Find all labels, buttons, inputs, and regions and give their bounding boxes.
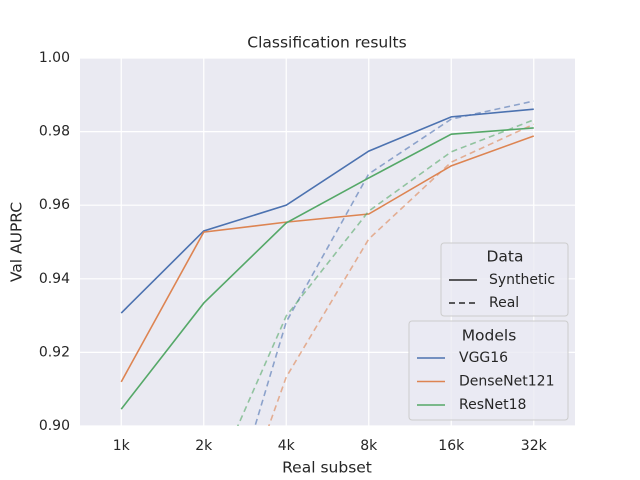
- x-tick-label: 32k: [521, 438, 548, 454]
- y-tick-label: 0.94: [39, 271, 70, 287]
- labels: 0.90 0.92 0.94 0.96 0.98 1.00 1k 2k 4k 8k 16k 32k: [39, 50, 548, 454]
- y-tick-label: 0.96: [39, 197, 70, 213]
- y-tick-label: 0.90: [39, 418, 70, 434]
- models-legend-box: [408, 320, 569, 421]
- data-legend-box: [440, 242, 569, 317]
- legend-label: Real: [489, 295, 519, 311]
- x-tick-label: 4k: [278, 438, 296, 454]
- series-line: [254, 100, 534, 426]
- legend: Data Models Synthetic Real VGG16 DenseNet12…: [408, 242, 569, 421]
- x-tick-label: 1k: [113, 438, 131, 454]
- series-line: [120, 127, 534, 410]
- legend-label: Synthetic: [489, 272, 555, 288]
- legend-label: ResNet18: [459, 397, 526, 413]
- data-legend-title: Data: [486, 248, 523, 266]
- x-tick-label: 2k: [195, 438, 213, 454]
- y-tick-label: 1.00: [39, 50, 70, 66]
- y-tick-label: 0.98: [39, 124, 70, 140]
- chart-title: Classification results: [247, 34, 406, 52]
- lines: [120, 100, 535, 426]
- y-axis-label: Val AUPRC: [8, 202, 26, 282]
- legend-label: DenseNet121: [459, 374, 554, 390]
- x-tick-label: 16k: [438, 438, 465, 454]
- series-line: [120, 135, 535, 383]
- legend-label: VGG16: [459, 350, 508, 366]
- y-tick-label: 0.92: [39, 344, 70, 360]
- models-legend-title: Models: [462, 327, 517, 345]
- series-line: [120, 108, 534, 314]
- x-tick-label: 8k: [360, 438, 378, 454]
- x-axis-label: Real subset: [282, 459, 372, 477]
